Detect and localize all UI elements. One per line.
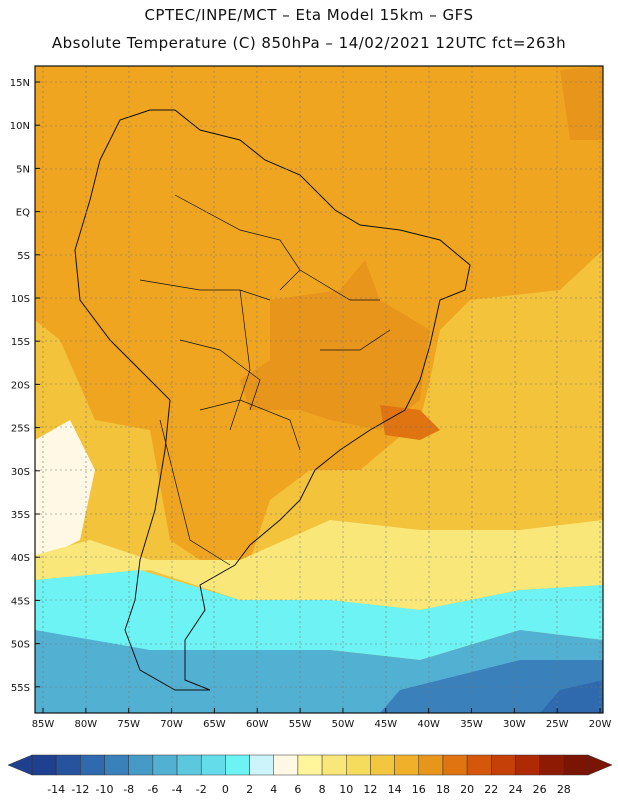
lat-label: 35S [11, 510, 30, 521]
lat-label: 5N [16, 164, 30, 175]
colorbar-swatch [104, 754, 129, 776]
mid-yellow-south [35, 520, 603, 610]
colorbar-label: -6 [147, 783, 158, 796]
colorbar-label: 20 [460, 783, 474, 796]
colorbar-label: 16 [412, 783, 426, 796]
colorbar-swatch [491, 754, 516, 776]
colorbar-label: 28 [557, 783, 571, 796]
lat-label: 25S [11, 424, 30, 435]
colorbar-label: -10 [96, 783, 114, 796]
colorbar-label: 6 [294, 783, 301, 796]
deepest-blue-band [540, 680, 603, 713]
lon-label: 35W [460, 719, 483, 730]
colorbar-label: -12 [71, 783, 89, 796]
map-field [35, 66, 603, 713]
longitude-axis: 85W 80W 75W 70W 65W 60W 55W 50W 45W 40W 35W 30W 25W 2… [32, 708, 612, 730]
plot-frame [34, 65, 604, 714]
lon-label: 30W [503, 719, 526, 730]
cyan-band [35, 570, 603, 660]
colorbar-right-arrow [587, 754, 613, 776]
lat-label: 45S [11, 596, 30, 607]
colorbar-swatch [321, 754, 347, 776]
colorbar-swatch [152, 754, 178, 776]
colorbar-swatch [466, 754, 492, 776]
lon-label: 40W [417, 719, 440, 730]
lat-label: 10N [10, 121, 30, 132]
lon-label: 55W [289, 719, 312, 730]
colorbar-label: 26 [533, 783, 547, 796]
lon-label: 80W [75, 719, 98, 730]
colorbar-swatch [55, 754, 81, 776]
coastline [74, 109, 471, 691]
colorbar-swatch [563, 754, 589, 776]
lon-label: 45W [374, 719, 397, 730]
colorbar-swatch [346, 754, 371, 776]
colorbar-label: -4 [172, 783, 183, 796]
lat-label: 15S [11, 337, 30, 348]
colorbar-label: -8 [123, 783, 134, 796]
chart-title-line1: CPTEC/INPE/MCT – Eta Model 15km – GFS [144, 6, 474, 24]
lat-label: 40S [11, 553, 30, 564]
colorbar-left-arrow [7, 754, 33, 776]
colorbar-label: 2 [246, 783, 253, 796]
latitude-axis: 15N 10N 5N EQ 5S 10S 15S 20S 25S 30S 35S 40S 45S 50S 5… [10, 78, 40, 694]
colorbar-swatch [225, 754, 250, 776]
colorbar-label: -2 [196, 783, 207, 796]
lon-label: 50W [332, 719, 355, 730]
colorbar-swatch [515, 754, 540, 776]
lon-label: 85W [32, 719, 55, 730]
colorbar-swatch [31, 754, 57, 776]
lat-label: 10S [11, 294, 30, 305]
chart-title-line2: Absolute Temperature (C) 850hPa – 14/02/… [51, 34, 567, 52]
colorbar-label: 4 [270, 783, 277, 796]
lon-label: 70W [160, 719, 183, 730]
lat-label: 50S [11, 640, 30, 651]
lon-label: 25W [546, 719, 569, 730]
lon-label: 65W [203, 719, 226, 730]
hot-core-atlantic [560, 66, 603, 140]
colorbar-swatch [394, 754, 420, 776]
lon-label: 20W [589, 719, 612, 730]
colorbar-swatch [249, 754, 274, 776]
colorbar-swatch [273, 754, 299, 776]
colorbar-label: 14 [388, 783, 402, 796]
colorbar-label: 0 [222, 783, 229, 796]
colorbar-swatch [370, 754, 395, 776]
colorbar-swatch [539, 754, 565, 776]
lon-label: 75W [117, 719, 140, 730]
colorbar-swatch [297, 754, 323, 776]
lon-label: 60W [246, 719, 269, 730]
colorbar-label: 10 [339, 783, 353, 796]
colorbar-label: 12 [363, 783, 377, 796]
colorbar-swatch [128, 754, 154, 776]
colorbar-swatch [80, 754, 105, 776]
lat-label: 55S [11, 683, 30, 694]
hot-core-brazil [240, 260, 430, 430]
colorbar-label: -14 [47, 783, 65, 796]
colorbar: -14 -12 -10 -8 -6 -4 -2 0 2 4 6 8 10 12 14 16 18 20 22 24 26… [7, 754, 613, 796]
border-lines [139, 194, 391, 566]
lat-label: 20S [11, 380, 30, 391]
lat-label: 15N [10, 78, 30, 89]
colorbar-label: 24 [508, 783, 522, 796]
colorbar-swatch [200, 754, 226, 776]
colorbar-label: 22 [484, 783, 498, 796]
colorbar-swatch [442, 754, 468, 776]
colorbar-label: 18 [436, 783, 450, 796]
pacific-cool-band [35, 420, 95, 560]
colorbar-label: 8 [319, 783, 326, 796]
deep-blue-band [380, 660, 603, 713]
lat-label: 30S [11, 467, 30, 478]
colorbar-swatch [418, 754, 444, 776]
colorbar-swatch [176, 754, 202, 776]
lat-label: EQ [16, 208, 30, 219]
lat-label: 5S [17, 251, 30, 262]
hot-spot-south [380, 405, 440, 440]
